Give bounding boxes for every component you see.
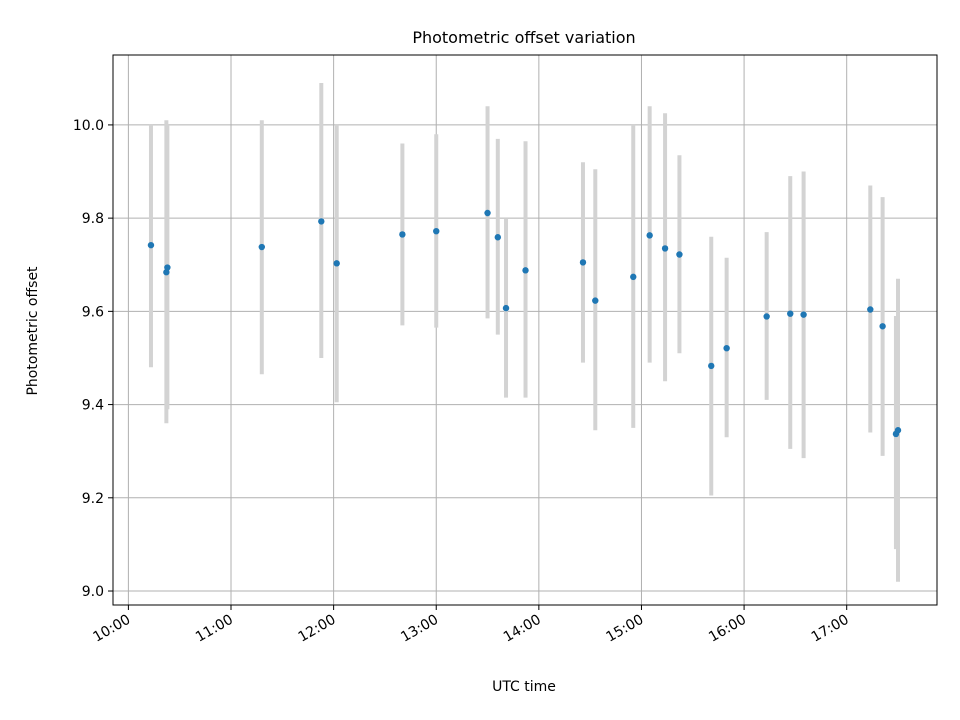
data-point xyxy=(894,427,902,434)
plot-area-frame xyxy=(112,54,938,606)
data-point xyxy=(399,231,406,238)
y-tick-label: 9.4 xyxy=(82,398,104,414)
data-point xyxy=(592,297,599,304)
data-point xyxy=(258,243,265,251)
data-point xyxy=(800,311,807,318)
y-tick-label: 9.0 xyxy=(82,584,104,600)
data-point xyxy=(879,323,886,330)
data-point xyxy=(867,306,874,313)
data-point xyxy=(147,241,155,249)
data-point xyxy=(646,232,653,239)
y-tick-label: 9.2 xyxy=(82,491,104,507)
data-point xyxy=(333,260,340,267)
data-point xyxy=(433,227,440,235)
data-point xyxy=(502,304,510,312)
data-point xyxy=(630,273,637,281)
data-points xyxy=(147,209,902,438)
data-point xyxy=(522,267,529,274)
y-axis-ticks: 9.0 9.2 9.4 9.6 9.8 10.0 xyxy=(73,118,113,600)
data-point xyxy=(723,344,730,352)
data-point xyxy=(676,251,683,258)
chart-title: Photometric offset variation xyxy=(412,28,635,47)
data-point xyxy=(318,218,325,225)
y-tick-label: 9.6 xyxy=(82,304,104,320)
data-point xyxy=(484,209,491,217)
data-point xyxy=(661,245,669,252)
data-point xyxy=(787,310,794,317)
y-tick-label: 10.0 xyxy=(73,118,104,134)
x-axis-label: UTC time xyxy=(492,679,556,695)
data-point xyxy=(164,264,171,271)
data-point xyxy=(494,234,502,241)
y-tick-label: 9.8 xyxy=(82,211,104,227)
y-axis-label: Photometric offset xyxy=(25,266,41,396)
data-point xyxy=(579,259,587,266)
data-point xyxy=(763,313,770,320)
data-point xyxy=(708,362,715,370)
